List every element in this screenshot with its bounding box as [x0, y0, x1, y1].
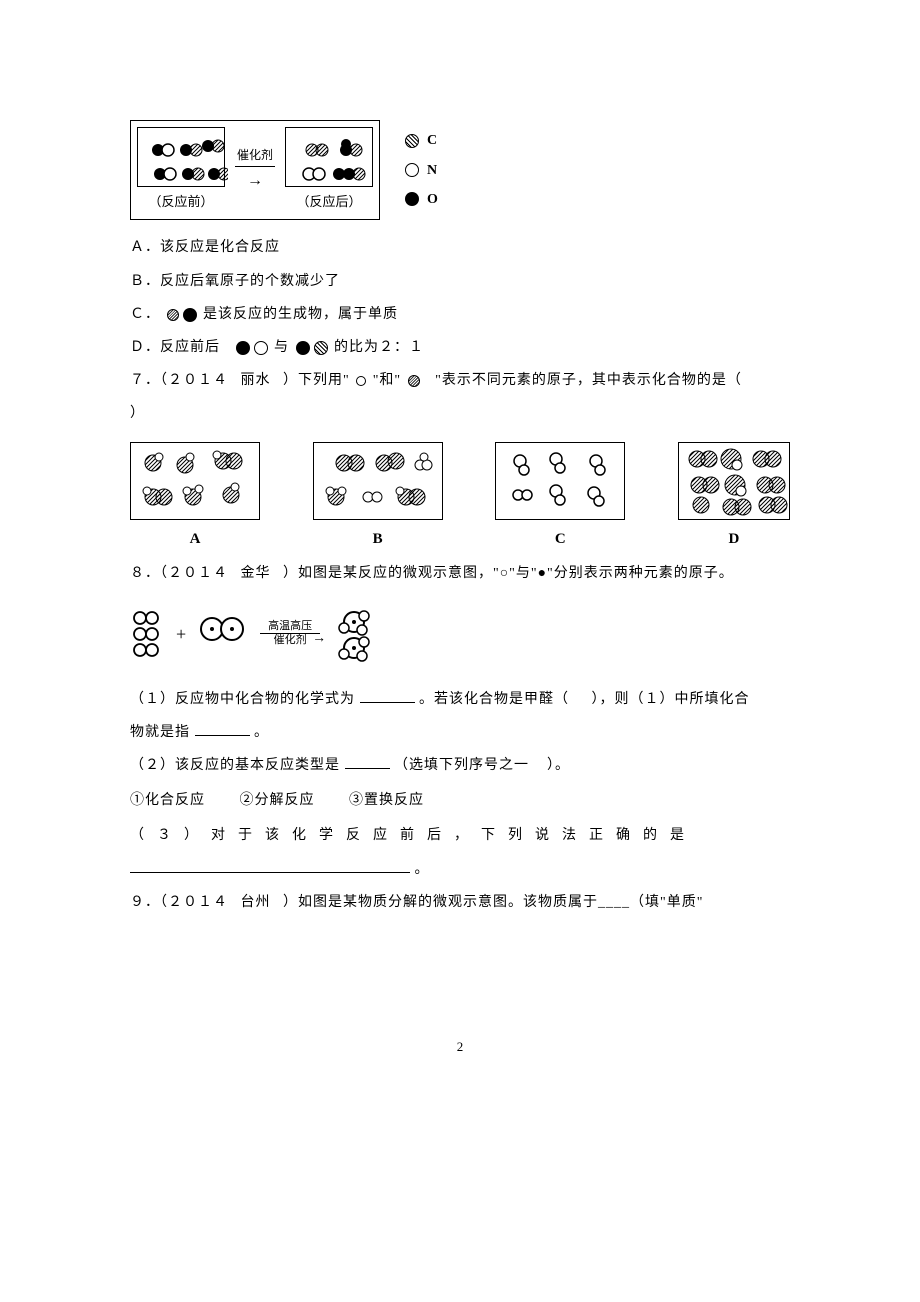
legend-n: N: [405, 158, 438, 183]
q8-1a: （１）反应物中化合物的化学式为: [130, 692, 355, 707]
hatched-icon: [405, 134, 419, 148]
option-b: Ｂ．反应后氧原子的个数减少了: [130, 269, 790, 294]
q8-2b: （选填下列序号之一: [394, 758, 529, 773]
panel-before-group: （反应前）: [137, 127, 225, 213]
choice-d-panel: [678, 442, 790, 520]
q7-suffix: "表示不同元素的原子，其中表示化合物的是（: [435, 373, 742, 388]
q8-1c: ），则（１）中所填化合: [592, 692, 750, 707]
q8-part3: （３）对于该化学反应前后，下列说法正确的是: [130, 823, 790, 848]
q7-end: ）: [130, 401, 790, 426]
q8-part1: （１）反应物中化合物的化学式为 。若该化合物是甲醛（ ），则（１）中所填化合: [130, 687, 790, 712]
legend-c-text: C: [427, 128, 437, 153]
legend-c: C: [405, 128, 438, 153]
question-9: ９．（２０１４ 台州 ）如图是某物质分解的微观示意图。该物质属于____（填"单…: [130, 890, 790, 915]
question-8: ８．（２０１４ 金华 ）如图是某反应的微观示意图，"○"与"●"分别表示两种元素…: [130, 561, 790, 586]
q8-choices: ①化合反应 ②分解反应 ③置换反应: [130, 788, 790, 813]
choice-a-label: A: [190, 526, 201, 553]
arrow-label: 催化剂: [235, 145, 275, 168]
q9-suffix: ）如图是某物质分解的微观示意图。该物质属于____（填"单质": [283, 895, 703, 910]
option-d: Ｄ．反应前后 与 的比为２：１: [130, 335, 790, 360]
black-atom-icon: [236, 341, 250, 355]
white-icon: [405, 163, 419, 177]
page-number: 2: [130, 1035, 790, 1058]
q8-part3-blank: 。: [130, 857, 790, 882]
q8-1d: 物就是指: [130, 725, 190, 740]
q7-mid: ）下列用": [283, 373, 350, 388]
choice-b-label: B: [373, 526, 383, 553]
gray-atom-icon: [408, 375, 420, 387]
arrow-bottom-text: 催化剂: [274, 634, 307, 647]
choice-a-panel: [130, 442, 260, 520]
panel-after: [285, 127, 373, 187]
q9-city: 台州: [241, 895, 271, 910]
diagram-container: （反应前） 催化剂 → （反应后）: [130, 120, 380, 220]
legend-o-text: O: [427, 187, 438, 212]
q8-3-end: 。: [415, 862, 430, 877]
option-a: Ａ．该反应是化合反应: [130, 235, 790, 260]
option-c-prefix: Ｃ．: [130, 307, 160, 322]
reaction-arrow: 催化剂 →: [235, 145, 275, 196]
blank-long: [130, 859, 410, 873]
plus-sign: +: [176, 618, 186, 650]
white-atom-icon: [254, 341, 268, 355]
white-atom-icon: [356, 376, 366, 386]
choice-b-panel: [313, 442, 443, 520]
q8-choice-2: ②分解反应: [240, 788, 315, 813]
choice-c-panel: [495, 442, 625, 520]
hatched-atom-icon: [314, 341, 328, 355]
q8-1e: 。: [254, 725, 269, 740]
q9-prefix: ９．（２０１４: [130, 895, 228, 910]
panel-before: [137, 127, 225, 187]
equation-arrow: 高温高压 → 催化剂: [260, 620, 320, 647]
q8-part2: （２）该反应的基本反应类型是 （选填下列序号之一 ）。: [130, 753, 790, 778]
q7-prefix: ７．（２０１４: [130, 373, 228, 388]
legend-o: O: [405, 187, 438, 212]
black-atom-icon: [296, 341, 310, 355]
blank-2: [195, 722, 250, 736]
question-7: ７．（２０１４ 丽水 ）下列用" "和" "表示不同元素的原子，其中表示化合物的…: [130, 368, 790, 393]
q8-choice-3: ③置换反应: [349, 788, 424, 813]
choice-row: A B C: [130, 442, 790, 553]
q8-1b: 。若该化合物是甲醛（: [419, 692, 569, 707]
choice-c-label: C: [555, 526, 566, 553]
black-icon: [405, 192, 419, 206]
q8-2c: ）。: [547, 758, 570, 773]
atom-legend: C N O: [405, 128, 438, 212]
black-atom-icon: [183, 308, 197, 322]
legend-n-text: N: [427, 158, 437, 183]
reaction-equation: + 高温高压 → 催化剂: [130, 606, 790, 662]
arrow-top-text: 高温高压: [268, 620, 312, 633]
choice-a-col: A: [130, 442, 260, 553]
q8-choice-1: ①化合反应: [130, 788, 205, 813]
reactant-1: [130, 608, 164, 660]
reaction-diagram: （反应前） 催化剂 → （反应后）: [130, 120, 790, 220]
q8-2a: （２）该反应的基本反应类型是: [130, 758, 340, 773]
option-d-mid: 与: [274, 340, 289, 355]
q7-city: 丽水: [241, 373, 271, 388]
reactant-2: [198, 615, 248, 652]
product: [332, 606, 376, 662]
q8-city: 金华: [241, 566, 271, 581]
panel-after-group: （反应后）: [285, 127, 373, 213]
option-d-prefix: Ｄ．反应前后: [130, 340, 220, 355]
choice-b-col: B: [313, 442, 443, 553]
q8-prefix: ８．（２０１４: [130, 566, 228, 581]
choice-d-col: D: [678, 442, 790, 553]
blank-1: [360, 689, 415, 703]
q8-suffix: ）如图是某反应的微观示意图，"○"与"●"分别表示两种元素的原子。: [283, 566, 734, 581]
option-c-suffix: 是该反应的生成物，属于单质: [203, 307, 398, 322]
q7-and: "和": [373, 373, 401, 388]
choice-c-col: C: [495, 442, 625, 553]
blank-3: [345, 755, 390, 769]
gray-atom-icon: [167, 309, 179, 321]
option-d-suffix: 的比为２：１: [334, 340, 424, 355]
choice-d-label: D: [729, 526, 740, 553]
option-c: Ｃ． 是该反应的生成物，属于单质: [130, 302, 790, 327]
q8-part1-cont: 物就是指 。: [130, 720, 790, 745]
